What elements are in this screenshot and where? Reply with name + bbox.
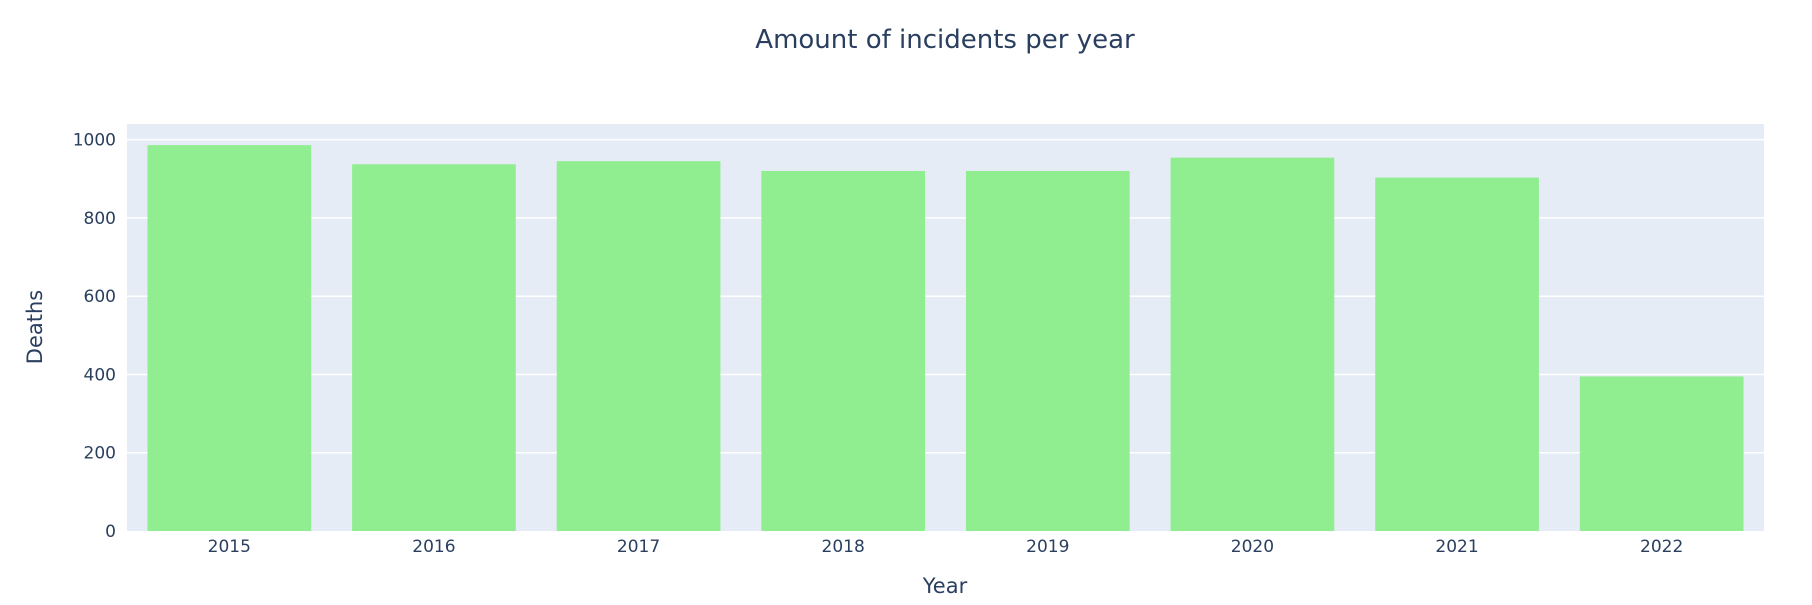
bar-2020: [1170, 157, 1335, 531]
bar-2018: [761, 170, 926, 531]
x-tick-label: 2018: [822, 537, 865, 557]
bar-2019: [965, 170, 1130, 531]
x-axis-ticks: 2015 2016 2017 2018 2019 2020 2021 2022: [208, 537, 1684, 557]
bar-2022: [1579, 376, 1744, 531]
bar-2016: [352, 164, 516, 531]
y-tick-label: 0: [105, 522, 116, 542]
x-axis-title: Year: [922, 574, 968, 598]
y-tick-label: 600: [84, 287, 116, 307]
x-tick-label: 2021: [1435, 537, 1478, 557]
bar-2021: [1375, 177, 1539, 531]
x-tick-label: 2015: [208, 537, 251, 557]
bars: [147, 145, 1744, 531]
y-tick-label: 400: [84, 365, 116, 385]
y-tick-label: 200: [84, 444, 116, 464]
chart-title: Amount of incidents per year: [755, 25, 1135, 55]
y-tick-label: 1000: [73, 131, 116, 151]
x-tick-label: 2022: [1640, 537, 1683, 557]
x-tick-label: 2019: [1026, 537, 1069, 557]
x-tick-label: 2020: [1231, 537, 1274, 557]
x-tick-label: 2016: [412, 537, 455, 557]
y-tick-label: 800: [84, 209, 116, 229]
bar-2017: [556, 161, 721, 531]
y-axis-title: Deaths: [23, 290, 47, 364]
bar-2015: [147, 145, 312, 531]
y-axis-ticks: 0 200 400 600 800 1000: [73, 131, 116, 542]
x-tick-label: 2017: [617, 537, 660, 557]
